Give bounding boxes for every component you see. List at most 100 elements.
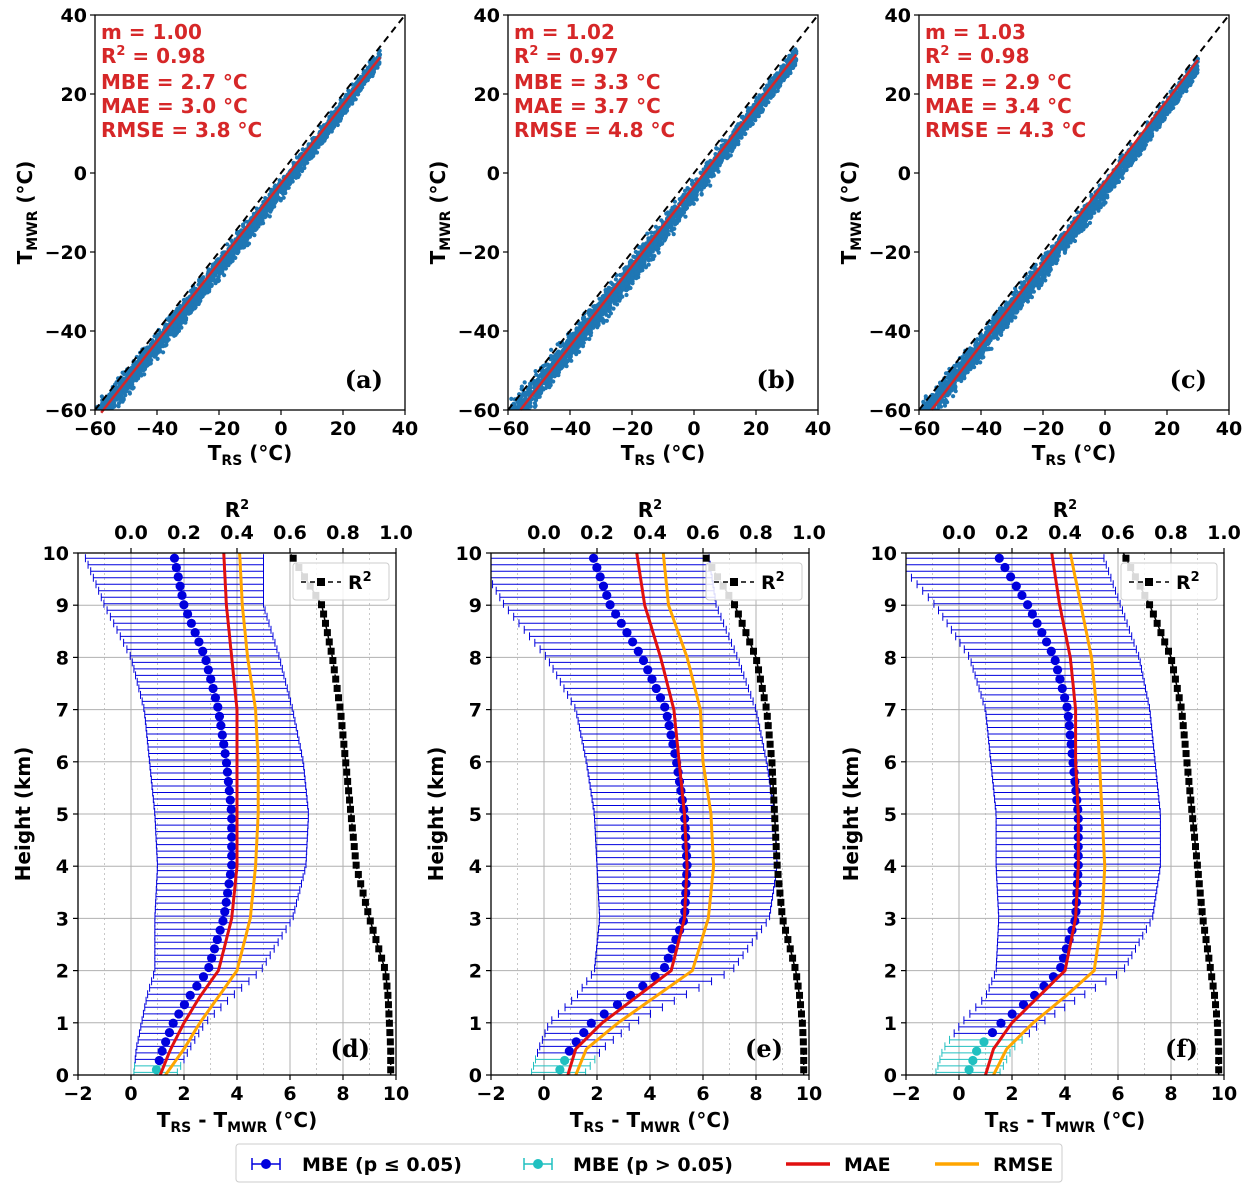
- scatter-point: [112, 403, 118, 408]
- scatter-point: [278, 198, 283, 203]
- y-tick-label: 20: [61, 84, 87, 106]
- scatter-point: [728, 148, 734, 153]
- scatter-point: [205, 287, 210, 292]
- scatter-point: [222, 273, 227, 278]
- scatter-point: [234, 243, 239, 249]
- scatter-point: [711, 173, 716, 178]
- scatter-point: [513, 413, 517, 417]
- scatter-point: [715, 167, 720, 172]
- scatter-point: [105, 411, 109, 415]
- scatter-point: [649, 257, 654, 262]
- scatter-point: [127, 385, 132, 390]
- scatter-point: [269, 189, 274, 194]
- scatter-point: [338, 97, 343, 102]
- scatter-point: [335, 122, 340, 128]
- scatter-point: [173, 323, 178, 328]
- scatter-point: [116, 396, 121, 401]
- scatter-point: [641, 242, 646, 247]
- scatter-point: [153, 349, 158, 354]
- scatter-point: [564, 364, 569, 369]
- scatter-point: [523, 410, 527, 414]
- scatter-point: [522, 380, 527, 385]
- scatter-point: [510, 411, 514, 415]
- scatter-point: [199, 295, 204, 300]
- y-tick-label: 40: [61, 5, 87, 27]
- fit-line: [100, 56, 382, 414]
- scatter-point: [544, 383, 549, 388]
- scatter-point: [510, 413, 514, 417]
- scatter-point: [536, 374, 542, 379]
- x-tick-label: 20: [330, 418, 356, 440]
- scatter-point: [224, 255, 229, 260]
- scatter-point: [123, 387, 128, 392]
- scatter-point: [260, 210, 265, 216]
- scatter-point: [658, 239, 663, 244]
- scatter-point: [577, 349, 582, 354]
- scatter-point: [324, 134, 329, 139]
- scatter-point: [330, 123, 336, 128]
- scatter-point: [266, 201, 272, 206]
- scatter-point: [297, 172, 302, 177]
- scatter-point: [313, 147, 318, 152]
- scatter-point: [715, 146, 720, 151]
- scatter-point: [609, 298, 614, 303]
- scatter-point: [191, 298, 196, 303]
- x-axis-label: TRS (°C): [208, 441, 292, 469]
- scatter-point: [370, 73, 375, 79]
- scatter-point: [242, 242, 247, 247]
- scatter-point: [556, 373, 561, 378]
- scatter-point: [335, 119, 341, 124]
- scatter-point: [97, 412, 101, 416]
- scatter-point: [708, 183, 713, 188]
- x-tick-label: 0: [274, 418, 287, 440]
- scatter-point: [735, 139, 741, 144]
- stat-rmse: RMSE = 3.8 °C: [101, 118, 262, 142]
- scatter-point: [512, 411, 516, 415]
- scatter-point: [509, 412, 513, 416]
- scatter-point: [753, 118, 758, 123]
- scatter-point: [98, 413, 102, 417]
- scatter-point: [166, 317, 171, 322]
- scatter-point: [645, 231, 650, 236]
- scatter-point: [544, 378, 550, 383]
- scatter-point: [758, 107, 763, 112]
- scatter-point: [599, 297, 604, 302]
- scatter-point: [163, 337, 168, 342]
- scatter-point: [608, 305, 613, 310]
- scatter-point: [183, 320, 188, 325]
- scatter-point: [187, 302, 192, 307]
- scatter-point: [175, 308, 180, 313]
- scatter-point: [242, 233, 247, 238]
- scatter-point: [216, 279, 221, 284]
- scatter-point: [179, 325, 184, 330]
- scatter-point: [309, 155, 314, 160]
- scatter-point: [522, 412, 526, 416]
- scatter-point: [513, 411, 517, 415]
- scatter-point: [524, 405, 529, 410]
- scatter-point: [148, 359, 153, 364]
- scatter-point: [157, 348, 163, 353]
- scatter-point: [95, 411, 99, 415]
- scatter-point: [246, 230, 251, 235]
- scatter-point: [192, 306, 197, 311]
- scatter-point: [256, 224, 261, 229]
- scatter-point: [522, 413, 526, 417]
- scatter-point: [308, 152, 313, 157]
- scatter-point: [728, 153, 733, 158]
- scatter-point: [116, 404, 121, 409]
- scatter-point: [371, 70, 376, 75]
- scatter-point: [509, 396, 514, 401]
- scatter-point: [637, 245, 642, 250]
- scatter-point: [259, 217, 264, 222]
- scatter-point: [187, 311, 192, 316]
- scatter-point: [683, 206, 688, 212]
- scatter-point: [205, 280, 210, 285]
- scatter-point: [176, 328, 182, 333]
- scatter-point: [628, 285, 633, 291]
- scatter-point: [164, 322, 169, 327]
- scatter-point: [103, 399, 108, 404]
- scatter-point: [376, 62, 381, 67]
- scatter-point: [292, 172, 297, 177]
- scatter-point: [666, 232, 671, 237]
